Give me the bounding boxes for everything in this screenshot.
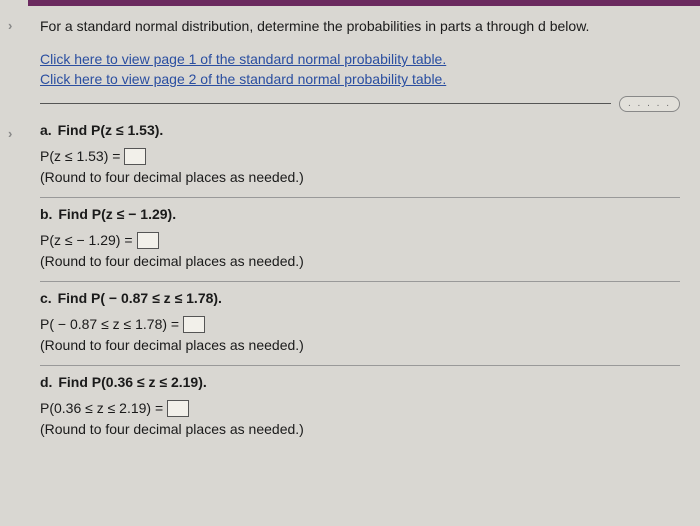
divider bbox=[40, 281, 680, 282]
equation-text: P(z ≤ 1.53) = bbox=[40, 148, 120, 164]
equation-text: P(z ≤ − 1.29) = bbox=[40, 232, 133, 248]
part-c-equation: P( − 0.87 ≤ z ≤ 1.78) = bbox=[40, 316, 680, 333]
answer-input-b[interactable] bbox=[137, 232, 159, 249]
answer-input-a[interactable] bbox=[124, 148, 146, 165]
chevron-right-icon[interactable]: › bbox=[8, 126, 12, 141]
question-body: › › For a standard normal distribution, … bbox=[0, 6, 700, 459]
part-b-equation: P(z ≤ − 1.29) = bbox=[40, 232, 680, 249]
part-a-equation: P(z ≤ 1.53) = bbox=[40, 148, 680, 165]
chevron-right-icon[interactable]: › bbox=[8, 18, 12, 33]
table-link-page2[interactable]: Click here to view page 2 of the standar… bbox=[40, 69, 680, 89]
question-intro: For a standard normal distribution, dete… bbox=[40, 16, 680, 37]
divider-row: . . . . . bbox=[40, 96, 680, 112]
part-label: a. bbox=[40, 122, 52, 138]
part-a: a. Find P(z ≤ 1.53). P(z ≤ 1.53) = (Roun… bbox=[40, 122, 680, 185]
part-label: b. bbox=[40, 206, 52, 222]
divider bbox=[40, 103, 611, 104]
part-c-hint: (Round to four decimal places as needed.… bbox=[40, 337, 680, 353]
part-label: c. bbox=[40, 290, 52, 306]
part-d: d. Find P(0.36 ≤ z ≤ 2.19). P(0.36 ≤ z ≤… bbox=[40, 374, 680, 437]
part-text: Find P( − 0.87 ≤ z ≤ 1.78). bbox=[58, 290, 222, 306]
part-b-title: b. Find P(z ≤ − 1.29). bbox=[40, 206, 680, 222]
part-text: Find P(z ≤ − 1.29). bbox=[58, 206, 176, 222]
expand-button[interactable]: . . . . . bbox=[619, 96, 680, 112]
part-text: Find P(z ≤ 1.53). bbox=[58, 122, 164, 138]
part-d-hint: (Round to four decimal places as needed.… bbox=[40, 421, 680, 437]
dots-icon: . . . . . bbox=[628, 98, 671, 109]
divider bbox=[40, 365, 680, 366]
part-label: d. bbox=[40, 374, 52, 390]
part-c: c. Find P( − 0.87 ≤ z ≤ 1.78). P( − 0.87… bbox=[40, 290, 680, 353]
part-b: b. Find P(z ≤ − 1.29). P(z ≤ − 1.29) = (… bbox=[40, 206, 680, 269]
equation-text: P( − 0.87 ≤ z ≤ 1.78) = bbox=[40, 316, 179, 332]
part-c-title: c. Find P( − 0.87 ≤ z ≤ 1.78). bbox=[40, 290, 680, 306]
answer-input-c[interactable] bbox=[183, 316, 205, 333]
equation-text: P(0.36 ≤ z ≤ 2.19) = bbox=[40, 400, 163, 416]
divider bbox=[40, 197, 680, 198]
table-link-page1[interactable]: Click here to view page 1 of the standar… bbox=[40, 49, 680, 69]
part-text: Find P(0.36 ≤ z ≤ 2.19). bbox=[58, 374, 206, 390]
part-a-hint: (Round to four decimal places as needed.… bbox=[40, 169, 680, 185]
part-b-hint: (Round to four decimal places as needed.… bbox=[40, 253, 680, 269]
answer-input-d[interactable] bbox=[167, 400, 189, 417]
part-d-title: d. Find P(0.36 ≤ z ≤ 2.19). bbox=[40, 374, 680, 390]
part-d-equation: P(0.36 ≤ z ≤ 2.19) = bbox=[40, 400, 680, 417]
part-a-title: a. Find P(z ≤ 1.53). bbox=[40, 122, 680, 138]
